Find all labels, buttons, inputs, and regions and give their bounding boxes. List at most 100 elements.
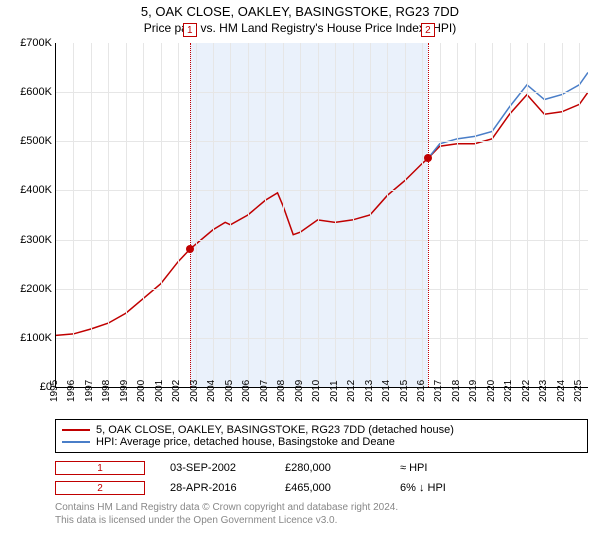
gridline-v: [562, 43, 563, 387]
legend-label: HPI: Average price, detached house, Basi…: [96, 436, 395, 448]
title-subtitle: Price paid vs. HM Land Registry's House …: [0, 21, 600, 35]
data-point-marker: [424, 154, 432, 162]
x-axis-label: 2020: [486, 380, 497, 402]
y-axis-label: £400K: [4, 184, 52, 196]
x-axis-labels: 1995199619971998199920002001200220032004…: [55, 388, 588, 413]
line-series-svg: [56, 43, 588, 387]
x-axis-label: 2014: [381, 380, 392, 402]
gridline-v: [405, 43, 406, 387]
gridline-v: [161, 43, 162, 387]
transaction-row: 1 03-SEP-2002 £280,000 ≈ HPI: [55, 461, 588, 475]
marker-badge: 2: [421, 23, 435, 37]
gridline-v: [126, 43, 127, 387]
gridline-v: [422, 43, 423, 387]
gridline-v: [370, 43, 371, 387]
legend: 5, OAK CLOSE, OAKLEY, BASINGSTOKE, RG23 …: [55, 419, 588, 453]
gridline-v: [544, 43, 545, 387]
gridline-v: [510, 43, 511, 387]
x-axis-label: 2017: [433, 380, 444, 402]
transaction-row: 2 28-APR-2016 £465,000 6% ↓ HPI: [55, 481, 588, 495]
plot-area: £0£100K£200K£300K£400K£500K£600K£700K12: [55, 43, 588, 388]
marker-badge: 1: [183, 23, 197, 37]
y-axis-label: £600K: [4, 86, 52, 98]
data-point-marker: [186, 245, 194, 253]
x-axis-label: 2006: [241, 380, 252, 402]
y-axis-label: £300K: [4, 234, 52, 246]
x-axis-label: 2005: [224, 380, 235, 402]
legend-label: 5, OAK CLOSE, OAKLEY, BASINGSTOKE, RG23 …: [96, 424, 454, 436]
x-axis-label: 2013: [364, 380, 375, 402]
credits-line: Contains HM Land Registry data © Crown c…: [55, 501, 588, 514]
legend-item: 5, OAK CLOSE, OAKLEY, BASINGSTOKE, RG23 …: [62, 424, 581, 436]
y-axis-label: £500K: [4, 135, 52, 147]
x-axis-label: 2012: [346, 380, 357, 402]
title-address: 5, OAK CLOSE, OAKLEY, BASINGSTOKE, RG23 …: [0, 4, 600, 19]
x-axis-label: 2011: [329, 380, 340, 402]
credits-line: This data is licensed under the Open Gov…: [55, 514, 588, 527]
gridline-v: [91, 43, 92, 387]
x-axis-label: 1995: [49, 380, 60, 402]
marker-vline: [428, 43, 429, 387]
gridline-v: [527, 43, 528, 387]
x-axis-label: 2016: [416, 380, 427, 402]
gridline-v: [283, 43, 284, 387]
x-axis-label: 2024: [556, 380, 567, 402]
transaction-price: £465,000: [285, 482, 375, 494]
gridline-v: [213, 43, 214, 387]
y-axis-label: £200K: [4, 283, 52, 295]
x-axis-label: 2000: [136, 380, 147, 402]
legend-swatch: [62, 429, 90, 431]
gridline-v: [457, 43, 458, 387]
series-line: [56, 92, 588, 335]
marker-vline: [190, 43, 191, 387]
chart-title: 5, OAK CLOSE, OAKLEY, BASINGSTOKE, RG23 …: [0, 0, 600, 37]
x-axis-label: 2007: [259, 380, 270, 402]
x-axis-label: 2002: [171, 380, 182, 402]
gridline-h: [56, 289, 588, 290]
gridline-v: [143, 43, 144, 387]
gridline-v: [108, 43, 109, 387]
gridline-v: [178, 43, 179, 387]
x-axis-label: 2022: [521, 380, 532, 402]
gridline-v: [492, 43, 493, 387]
gridline-h: [56, 92, 588, 93]
gridline-v: [440, 43, 441, 387]
gridline-v: [475, 43, 476, 387]
gridline-h: [56, 141, 588, 142]
x-axis-label: 2021: [503, 380, 514, 402]
chart-area: £0£100K£200K£300K£400K£500K£600K£700K12 …: [55, 43, 588, 413]
legend-item: HPI: Average price, detached house, Basi…: [62, 436, 581, 448]
x-axis-label: 2004: [206, 380, 217, 402]
transaction-badge: 1: [55, 461, 145, 475]
x-axis-label: 1996: [66, 380, 77, 402]
x-axis-label: 1997: [84, 380, 95, 402]
y-axis-label: £100K: [4, 332, 52, 344]
x-axis-label: 2008: [276, 380, 287, 402]
x-axis-label: 1998: [101, 380, 112, 402]
legend-swatch: [62, 441, 90, 443]
transaction-date: 03-SEP-2002: [170, 462, 260, 474]
transaction-table: 1 03-SEP-2002 £280,000 ≈ HPI 2 28-APR-20…: [55, 461, 588, 495]
transaction-note: 6% ↓ HPI: [400, 482, 490, 494]
x-axis-label: 2019: [468, 380, 479, 402]
x-axis-label: 2023: [538, 380, 549, 402]
gridline-v: [265, 43, 266, 387]
gridline-v: [579, 43, 580, 387]
x-axis-label: 2003: [189, 380, 200, 402]
gridline-v: [196, 43, 197, 387]
x-axis-label: 2025: [573, 380, 584, 402]
x-axis-label: 2009: [294, 380, 305, 402]
gridline-h: [56, 240, 588, 241]
y-axis-label: £0: [4, 381, 52, 393]
gridline-h: [56, 338, 588, 339]
x-axis-label: 2010: [311, 380, 322, 402]
transaction-price: £280,000: [285, 462, 375, 474]
gridline-v: [353, 43, 354, 387]
gridline-h: [56, 190, 588, 191]
x-axis-label: 2001: [154, 380, 165, 402]
transaction-badge: 2: [55, 481, 145, 495]
gridline-v: [230, 43, 231, 387]
gridline-v: [318, 43, 319, 387]
y-axis-label: £700K: [4, 37, 52, 49]
transaction-date: 28-APR-2016: [170, 482, 260, 494]
